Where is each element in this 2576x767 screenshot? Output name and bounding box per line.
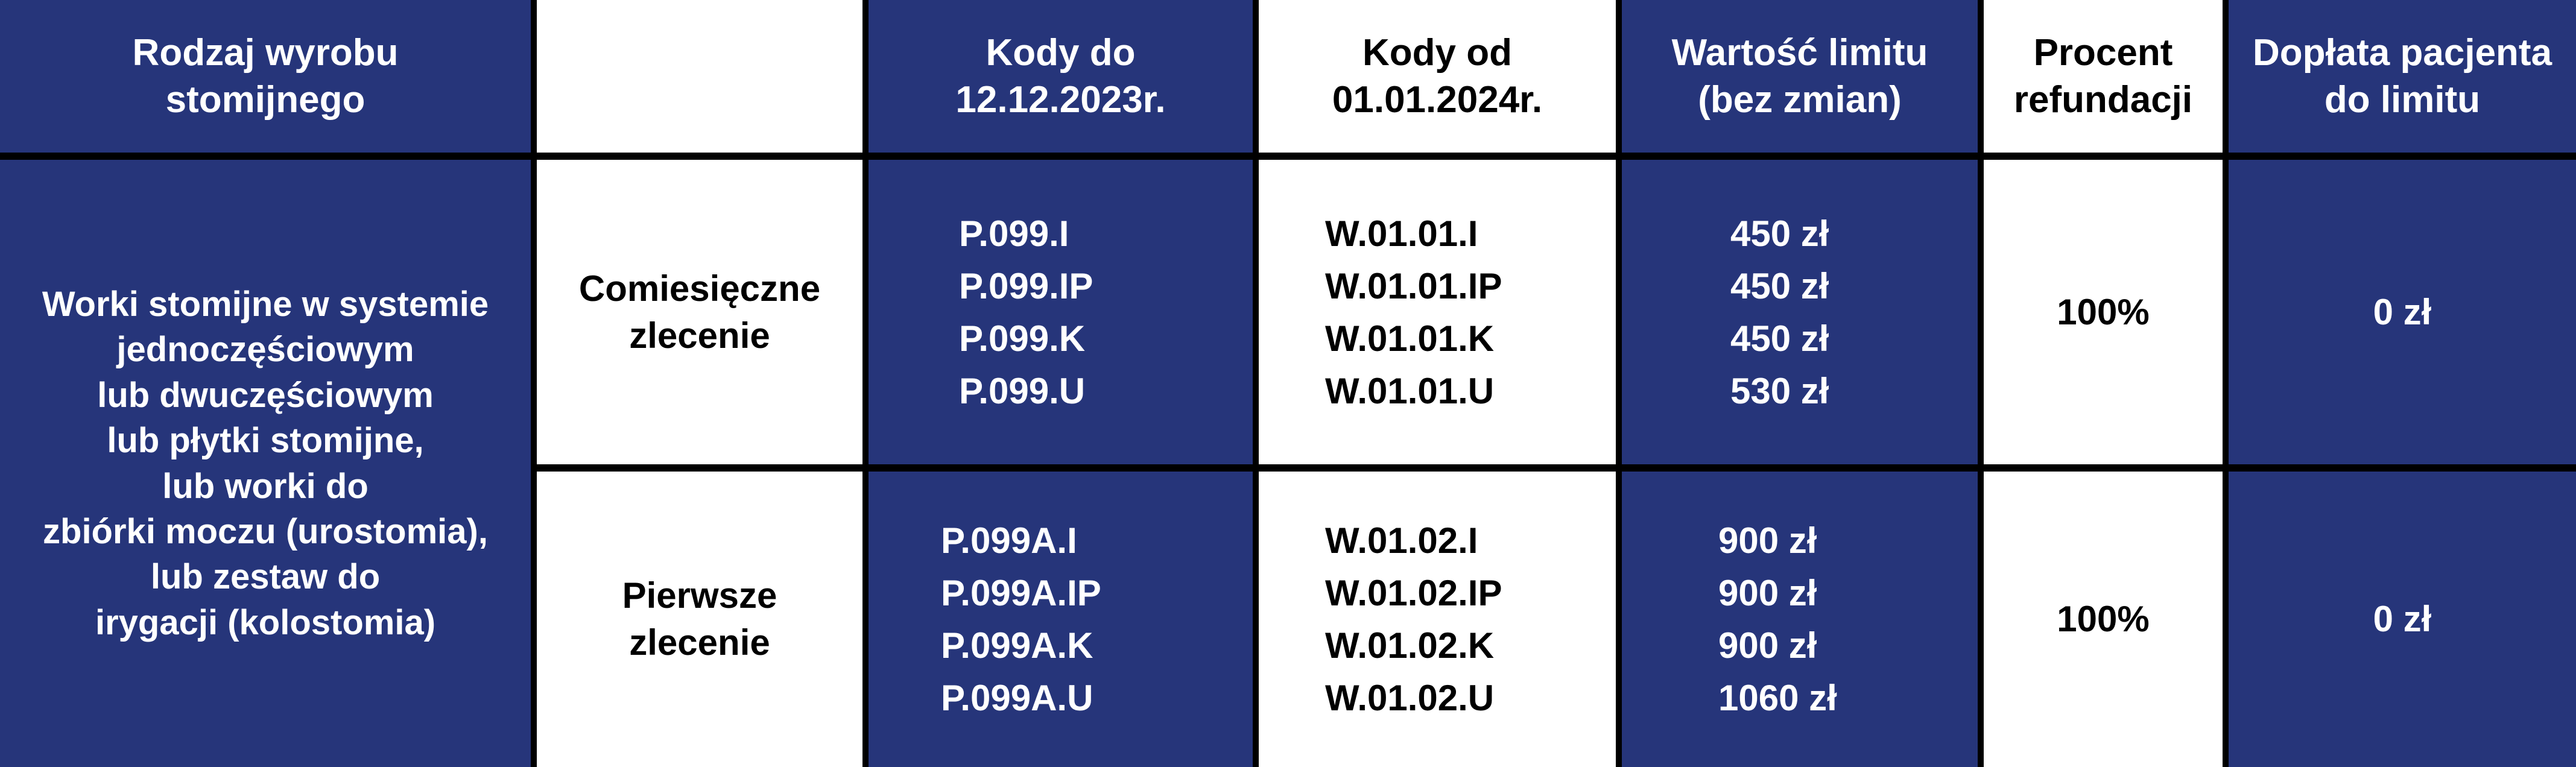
limit: 1060 zł [1718, 678, 1837, 718]
limit: 900 zł [1718, 520, 1817, 561]
copay: 0 zł [2373, 599, 2432, 639]
header-limit: Wartość limitu (bez zmian) [1622, 0, 1978, 153]
limit-cell: 450 zł 450 zł 450 zł 530 zł [1622, 160, 1978, 464]
product-line: zbiórki moczu (urostomia), [43, 511, 488, 551]
copay-cell: 0 zł [2229, 160, 2576, 464]
limit: 900 zł [1718, 625, 1817, 666]
order-line: Pierwsze [622, 575, 777, 616]
header-line: 01.01.2024r. [1332, 78, 1543, 121]
limit: 450 zł [1730, 213, 1829, 254]
code: W.01.01.K [1325, 318, 1495, 359]
product-line: jednoczęściowym [116, 330, 414, 370]
codes-new-cell: W.01.02.I W.01.02.IP W.01.02.K W.01.02.U [1259, 472, 1616, 767]
header-line: Procent [2033, 32, 2173, 74]
order-type: Comiesięczne zlecenie [537, 160, 862, 464]
code: W.01.01.I [1325, 213, 1478, 254]
percent-cell: 100% [1984, 160, 2223, 464]
codes-old-cell: P.099.I P.099.IP P.099.K P.099.U [869, 160, 1253, 464]
product-line: lub płytki stomijne, [107, 421, 424, 461]
order-line: zlecenie [629, 315, 770, 356]
product-line: lub worki do [162, 466, 369, 506]
product-description: Worki stomijne w systemie jednoczęściowy… [0, 160, 531, 767]
product-line: lub zestaw do [150, 557, 381, 597]
header-empty [537, 0, 862, 153]
percent: 100% [2057, 291, 2150, 332]
code: P.099A.I [941, 520, 1077, 561]
product-line: Worki stomijne w systemie [42, 284, 489, 324]
header-line: Kody od [1362, 32, 1512, 74]
header-percent: Procent refundacji [1984, 0, 2223, 153]
limit: 530 zł [1730, 370, 1829, 411]
code: P.099A.U [941, 678, 1093, 718]
code: W.01.02.K [1325, 625, 1495, 666]
header-text: Rodzaj wyrobu stomijnego [132, 32, 399, 121]
order-type: Pierwsze zlecenie [537, 472, 862, 767]
product-line: irygacji (kolostomia) [95, 602, 436, 642]
copay: 0 zł [2373, 291, 2432, 332]
header-line: 12.12.2023r. [955, 78, 1166, 121]
code: W.01.01.U [1325, 370, 1495, 411]
header-copay: Dopłata pacjenta do limitu [2229, 0, 2576, 153]
header-product-type: Rodzaj wyrobu stomijnego [0, 0, 531, 153]
header-line: Wartość limitu [1671, 32, 1928, 74]
code: W.01.01.IP [1325, 265, 1502, 306]
header-codes-old: Kody do 12.12.2023r. [869, 0, 1253, 153]
percent: 100% [2057, 599, 2150, 639]
order-line: zlecenie [629, 622, 770, 663]
header-line: do limitu [2324, 78, 2481, 121]
limit-cell: 900 zł 900 zł 900 zł 1060 zł [1622, 472, 1978, 767]
limit: 450 zł [1730, 265, 1829, 306]
code: P.099A.IP [941, 573, 1101, 613]
code: P.099.K [959, 318, 1086, 359]
copay-cell: 0 zł [2229, 472, 2576, 767]
percent-cell: 100% [1984, 472, 2223, 767]
header-line: (bez zmian) [1698, 78, 1902, 121]
header-line: refundacji [2013, 78, 2193, 121]
header-line: Dopłata pacjenta [2252, 32, 2552, 74]
code: P.099.IP [959, 265, 1093, 306]
limit: 900 zł [1718, 573, 1817, 613]
code: P.099.U [959, 370, 1086, 411]
product-line: lub dwuczęściowym [97, 375, 434, 415]
code: P.099A.K [941, 625, 1093, 666]
code: P.099.I [959, 213, 1069, 254]
code: W.01.02.IP [1325, 573, 1502, 613]
order-line: Comiesięczne [578, 268, 821, 309]
code: W.01.02.U [1325, 678, 1495, 718]
codes-old-cell: P.099A.I P.099A.IP P.099A.K P.099A.U [869, 472, 1253, 767]
header-codes-new: Kody od 01.01.2024r. [1259, 0, 1616, 153]
limit: 450 zł [1730, 318, 1829, 359]
code: W.01.02.I [1325, 520, 1478, 561]
codes-new-cell: W.01.01.I W.01.01.IP W.01.01.K W.01.01.U [1259, 160, 1616, 464]
header-line: Kody do [986, 32, 1136, 74]
